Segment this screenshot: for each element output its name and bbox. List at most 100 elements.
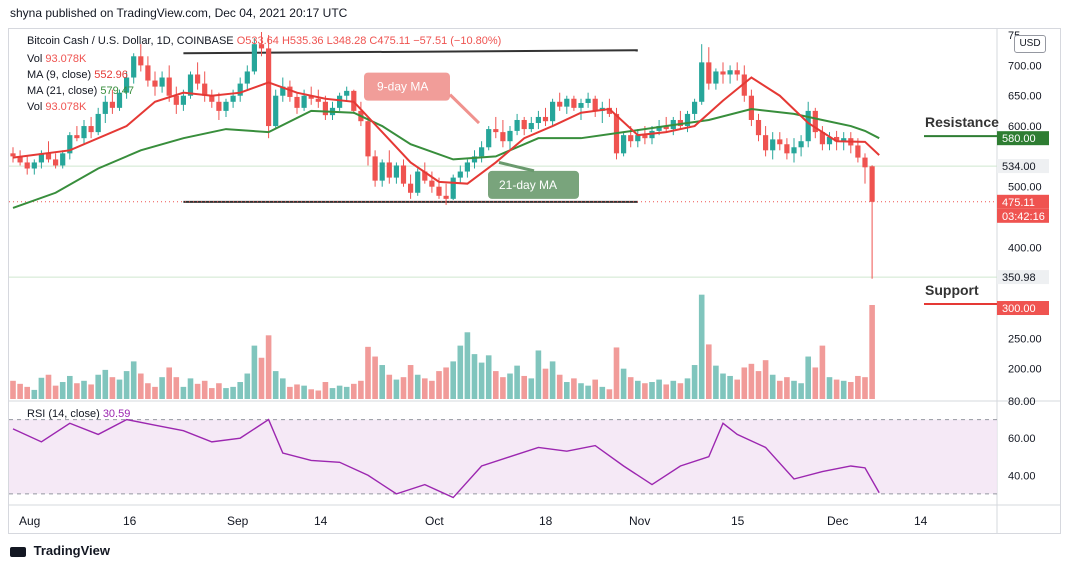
volume-bar	[777, 380, 783, 399]
candle-body	[621, 135, 627, 154]
volume-bar	[159, 377, 165, 399]
candle-body	[251, 44, 257, 72]
candle-body	[486, 129, 492, 148]
price-badge	[997, 270, 1049, 285]
candle-body	[67, 135, 73, 154]
legend-vol2-value: 93.078K	[45, 101, 87, 113]
candle-body	[507, 130, 513, 142]
volume-bar	[429, 380, 435, 399]
volume-bar	[620, 368, 627, 399]
candle-body	[628, 135, 634, 142]
candle-body	[102, 101, 108, 114]
volume-bar	[656, 379, 662, 399]
volume-bar	[329, 388, 336, 399]
candle-body	[493, 129, 499, 133]
candle-body	[74, 135, 80, 139]
legend-ma21-row: MA (21, close) 579.47	[27, 85, 134, 97]
candle-body	[180, 95, 186, 105]
candle-body	[826, 136, 833, 145]
volume-bar	[138, 373, 144, 399]
candle-body	[436, 186, 442, 196]
candle-body	[578, 103, 584, 108]
candle-body	[713, 71, 719, 84]
publisher-header: shyna published on TradingView.com, Dec …	[10, 6, 348, 20]
candle-body	[869, 166, 875, 202]
volume-bar	[38, 377, 45, 399]
candle-body	[315, 98, 321, 102]
candle-body	[684, 113, 691, 127]
volume-bar	[287, 386, 293, 399]
volume-bar	[485, 355, 492, 399]
volume-bar	[862, 377, 868, 399]
currency-button[interactable]: USD	[1014, 35, 1046, 53]
legend-rsi-row: RSI (14, close) 30.59	[27, 408, 130, 420]
candle-body	[812, 110, 818, 133]
candle-body	[294, 96, 300, 108]
volume-bar	[798, 383, 804, 399]
volume-bar	[684, 378, 691, 399]
candle-body	[230, 95, 236, 102]
volume-bar	[727, 375, 733, 399]
volume-bar	[493, 371, 499, 399]
candle-body	[393, 165, 399, 178]
candle-body	[855, 145, 861, 158]
candle-body	[308, 95, 314, 99]
volume-bar	[102, 369, 109, 399]
candle-body	[663, 126, 669, 130]
volume-bar	[450, 361, 456, 399]
candle-body	[706, 62, 712, 84]
rsi-band	[9, 419, 997, 494]
candle-body	[457, 171, 463, 178]
time-tick-label: 14	[314, 514, 328, 528]
volume-bar	[812, 367, 819, 399]
volume-bar	[81, 380, 87, 399]
volume-bar	[642, 383, 648, 399]
time-tick-label: Oct	[425, 514, 444, 528]
volume-bar	[848, 382, 854, 399]
volume-bar	[670, 380, 677, 399]
volume-bar	[720, 373, 726, 399]
volume-bar	[386, 374, 393, 399]
volume-bar	[855, 375, 861, 399]
time-tick-label: 15	[731, 514, 745, 528]
volume-bar	[88, 384, 94, 399]
volume-bar	[372, 356, 378, 399]
volume-bar	[755, 371, 762, 399]
volume-bar	[145, 383, 151, 399]
volume-bar	[52, 385, 59, 399]
candle-body	[777, 139, 783, 145]
price-tick-label: 500.00	[1008, 182, 1042, 194]
candle-body	[720, 71, 726, 75]
legend-ohlc: O533.64 H535.36 L348.28 C475.11 −57.51 (…	[236, 35, 502, 47]
candle-body	[791, 147, 797, 154]
rsi-line	[12, 418, 880, 499]
volume-bar	[237, 382, 243, 399]
volume-bar	[677, 383, 684, 399]
candle-body	[365, 121, 371, 157]
candle-body	[528, 123, 534, 130]
candle-body	[38, 153, 44, 163]
chart-canvas[interactable]: 700.00 650.00 600.00 500.00 400.00 250.00 200.…	[9, 29, 1060, 533]
candle-body	[266, 48, 272, 127]
volume-bar	[698, 294, 705, 399]
price-badge-label: 350.98	[1002, 272, 1036, 284]
volume-bar	[365, 346, 371, 399]
legend-ma21-value: 579.47	[100, 85, 135, 97]
volume-bar	[635, 380, 641, 399]
volume-bar	[500, 377, 506, 399]
legend-symbol: Bitcoin Cash / U.S. Dollar, 1D, COINBASE	[27, 35, 234, 47]
legend-vol-row: Vol 93.078K	[27, 53, 86, 65]
candle-body	[479, 147, 485, 157]
price-tick-label: 650.00	[1008, 91, 1042, 103]
candle-body	[642, 135, 648, 139]
volume-bar	[17, 383, 23, 399]
price-tick-label: 200.00	[1008, 364, 1042, 376]
candle-body	[755, 119, 762, 136]
legend-rsi-value: 30.59	[102, 408, 131, 420]
tv-logo-icon	[10, 546, 26, 557]
time-tick-label: Nov	[629, 514, 650, 528]
volume-bar	[336, 385, 343, 399]
candle-body	[53, 159, 59, 166]
volume-bar	[10, 380, 16, 399]
volume-bar	[407, 365, 414, 399]
